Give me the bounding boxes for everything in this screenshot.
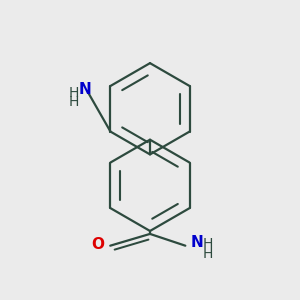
Text: N: N xyxy=(79,82,92,97)
Text: H: H xyxy=(68,85,79,100)
Text: H: H xyxy=(202,237,213,251)
Text: O: O xyxy=(92,237,104,252)
Text: H: H xyxy=(202,247,213,261)
Text: N: N xyxy=(191,235,203,250)
Text: H: H xyxy=(68,95,79,109)
